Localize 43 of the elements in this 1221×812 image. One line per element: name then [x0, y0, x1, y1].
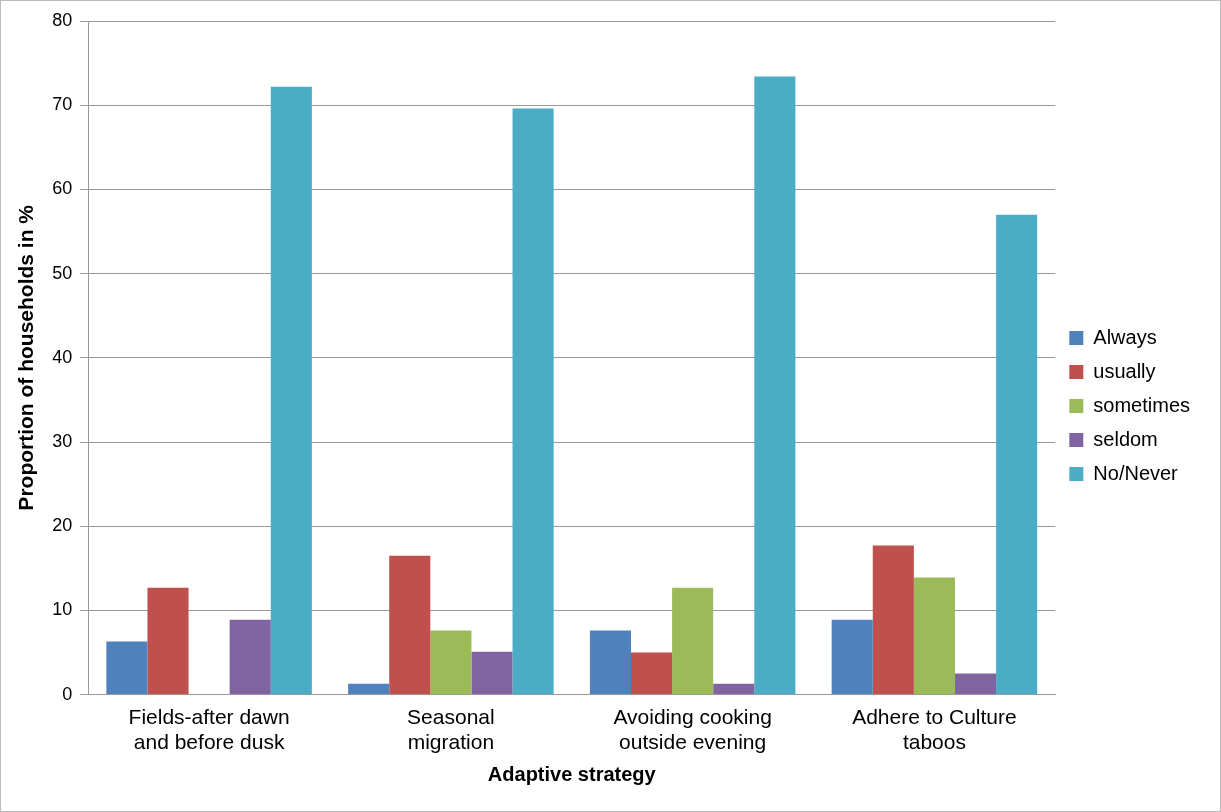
y-tick-label: 80	[52, 9, 73, 30]
category-label: and before dusk	[133, 730, 285, 754]
y-tick-label: 20	[52, 515, 73, 536]
category-label: Seasonal	[407, 705, 495, 728]
bar	[954, 673, 997, 695]
bar	[672, 587, 714, 695]
bar	[589, 630, 631, 695]
legend-label: No/Never	[1093, 461, 1179, 484]
category-label: outside evening	[619, 730, 767, 754]
y-tick-label: 40	[52, 346, 73, 367]
bar	[471, 651, 513, 695]
y-tick-label: 30	[52, 430, 73, 451]
bar	[348, 683, 390, 695]
category-label: Avoiding cooking	[613, 705, 772, 728]
legend-label: sometimes	[1093, 393, 1191, 416]
legend-label: Always	[1093, 325, 1157, 348]
y-tick-label: 10	[52, 599, 73, 620]
y-tick-label: 0	[62, 683, 73, 704]
y-tick-label: 60	[52, 178, 73, 199]
bar	[430, 630, 472, 695]
category-label: migration	[407, 730, 495, 754]
y-tick-label: 70	[52, 94, 73, 115]
bar	[631, 652, 673, 695]
y-axis-title: Proportion of households in %	[14, 204, 38, 511]
bar	[512, 108, 554, 695]
legend-label: seldom	[1093, 427, 1158, 450]
bar	[389, 555, 431, 695]
category-label: Adhere to Culture	[852, 705, 1017, 728]
bar	[996, 214, 1038, 695]
bar	[270, 86, 312, 695]
category-label: taboos	[902, 730, 966, 754]
x-axis-title: Adaptive strategy	[487, 762, 657, 785]
bar	[872, 545, 914, 695]
bar	[754, 76, 796, 695]
legend-label: usually	[1093, 359, 1156, 382]
bar	[229, 619, 271, 695]
bar	[913, 577, 955, 695]
bar	[106, 641, 148, 695]
bar	[831, 619, 873, 695]
bar	[713, 683, 755, 695]
bar	[147, 587, 189, 695]
category-label: Fields-after dawn	[128, 705, 290, 728]
y-tick-label: 50	[52, 262, 73, 283]
